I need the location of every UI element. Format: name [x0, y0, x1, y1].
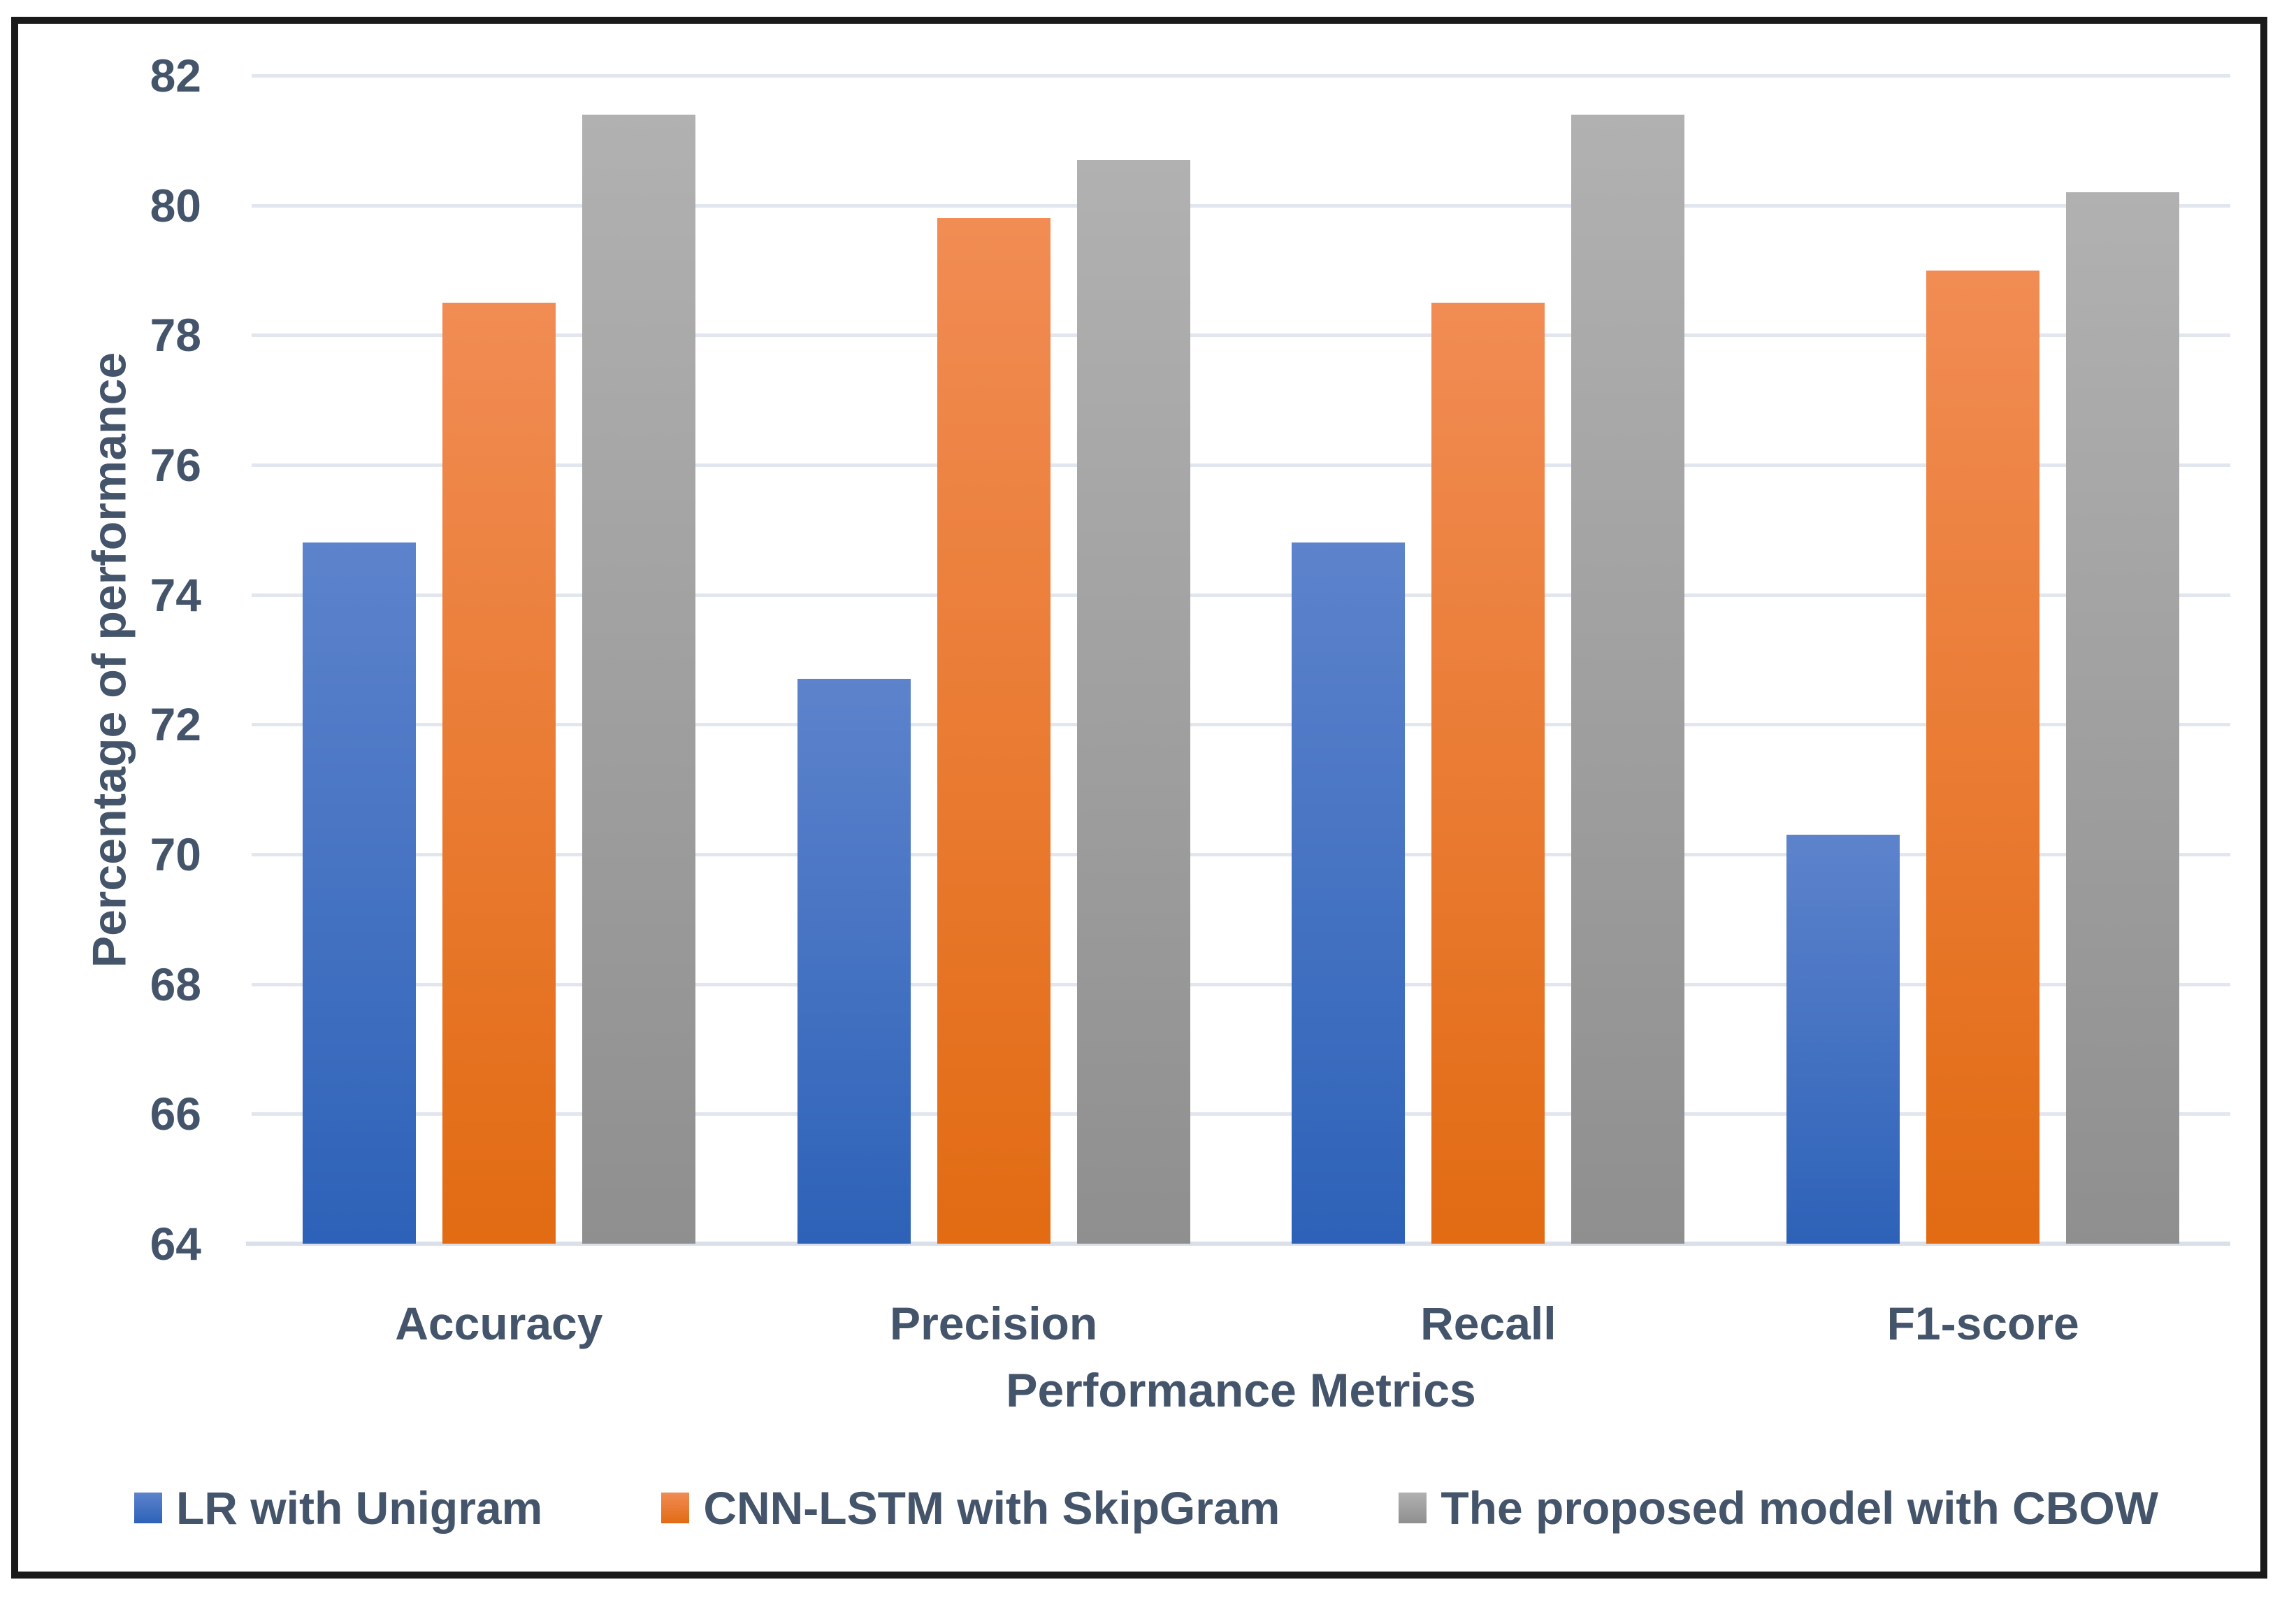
y-tick-label-76: 76	[150, 439, 201, 491]
legend-label-cnn-lstm-with-skipgram: CNN-LSTM with SkipGram	[703, 1482, 1280, 1534]
bar-lr-with-unigram-accuracy	[302, 542, 416, 1244]
legend-item-cnn-lstm-with-skipgram: CNN-LSTM with SkipGram	[661, 1481, 1280, 1534]
y-tick-label-80: 80	[150, 179, 201, 231]
y-axis-title-wrap: Percentage of performance	[60, 76, 158, 1244]
bar-cnn-lstm-with-skipgram-f1-score	[1926, 270, 2040, 1244]
bar-lr-with-unigram-recall	[1292, 542, 1406, 1244]
category-label-recall: Recall	[1420, 1298, 1557, 1349]
y-tick-label-72: 72	[150, 698, 201, 751]
legend-label-the-proposed-model-with-cbow: The proposed model with CBOW	[1441, 1482, 2159, 1534]
y-tick-label-66: 66	[150, 1088, 201, 1140]
legend-item-lr-with-unigram: LR with Unigram	[133, 1481, 543, 1534]
x-axis-title: Performance Metrics	[1006, 1364, 1476, 1417]
category-label-accuracy: Accuracy	[395, 1298, 603, 1349]
gridline-66	[252, 1112, 2230, 1116]
legend-swatch-cnn-lstm-with-skipgram	[661, 1493, 690, 1523]
bar-cnn-lstm-with-skipgram-recall	[1431, 302, 1545, 1244]
gridline-72	[252, 723, 2230, 727]
bar-cnn-lstm-with-skipgram-accuracy	[442, 302, 556, 1244]
gridline-78	[252, 333, 2230, 338]
category-label-precision: Precision	[890, 1298, 1098, 1349]
category-label-f1-score: F1-score	[1886, 1298, 2079, 1349]
legend: LR with Unigram CNN-LSTM with SkipGram The…	[36, 1481, 2256, 1534]
legend-item-the-proposed-model-with-cbow: The proposed model with CBOW	[1399, 1481, 2158, 1534]
plot-area	[246, 74, 2230, 1246]
bar-lr-with-unigram-f1-score	[1786, 835, 1900, 1244]
gridline-80	[252, 203, 2230, 208]
gridline-76	[252, 463, 2230, 467]
y-tick-label-78: 78	[150, 309, 201, 361]
bar-the-proposed-model-with-cbow-recall	[1571, 114, 1685, 1244]
gridline-74	[252, 593, 2230, 597]
gridline-82	[252, 74, 2230, 78]
legend-swatch-the-proposed-model-with-cbow	[1399, 1493, 1427, 1523]
bar-chart: Percentage of performance 64 66 68 70 72 74 76…	[18, 24, 2260, 1572]
y-tick-label-64: 64	[150, 1218, 201, 1270]
y-tick-label-68: 68	[150, 958, 201, 1010]
bar-the-proposed-model-with-cbow-precision	[1076, 159, 1190, 1244]
y-tick-label-70: 70	[150, 828, 201, 880]
y-tick-label-82: 82	[150, 50, 201, 101]
bar-lr-with-unigram-precision	[797, 679, 911, 1244]
bar-the-proposed-model-with-cbow-f1-score	[2066, 192, 2180, 1244]
gridline-70	[252, 853, 2230, 856]
figure-border: Percentage of performance 64 66 68 70 72 74 76…	[11, 17, 2267, 1579]
bar-cnn-lstm-with-skipgram-precision	[937, 218, 1050, 1244]
legend-swatch-lr-with-unigram	[133, 1493, 162, 1523]
legend-label-lr-with-unigram: LR with Unigram	[175, 1482, 543, 1534]
y-tick-label-74: 74	[150, 568, 201, 621]
x-axis-line	[246, 1242, 2230, 1246]
gridline-68	[252, 982, 2230, 986]
bar-the-proposed-model-with-cbow-accuracy	[582, 114, 695, 1244]
